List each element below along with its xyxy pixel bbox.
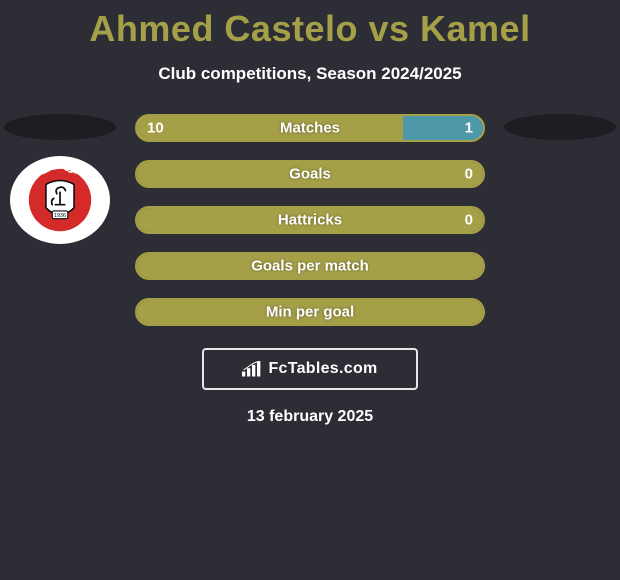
player-right-side — [500, 114, 620, 140]
stat-value-right: 0 — [465, 166, 473, 183]
club-crest-icon: 1936غزل المحلةغزل المحلة — [21, 161, 99, 239]
player-left-side: 1936غزل المحلةغزل المحلة — [0, 114, 120, 244]
bars-icon — [242, 361, 262, 377]
stat-label: Hattricks — [278, 212, 342, 229]
avatar-shadow-right — [504, 114, 616, 140]
stat-label: Goals per match — [251, 258, 369, 275]
stat-bar: Goals per match — [135, 252, 485, 280]
stat-bar: Goals 0 — [135, 160, 485, 188]
stat-value-left: 10 — [147, 120, 164, 137]
avatar-shadow-left — [4, 114, 116, 140]
club-badge-left: 1936غزل المحلةغزل المحلة — [10, 156, 110, 244]
stat-seg-left — [137, 116, 403, 140]
stat-value-right: 1 — [465, 120, 473, 137]
stat-label: Goals — [289, 166, 331, 183]
stat-bars: Matches 10 1 Goals 0 Hattricks 0 Goals per matc… — [135, 114, 485, 326]
comparison-area: 1936غزل المحلةغزل المحلة Matches 10 1 Goals… — [0, 114, 620, 326]
stat-bar: Min per goal — [135, 298, 485, 326]
subtitle: Club competitions, Season 2024/2025 — [0, 64, 620, 84]
page-title: Ahmed Castelo vs Kamel — [0, 0, 620, 50]
stat-value-right: 0 — [465, 212, 473, 229]
svg-text:1936: 1936 — [54, 213, 66, 219]
stat-bar: Matches 10 1 — [135, 114, 485, 142]
date-text: 13 february 2025 — [0, 408, 620, 426]
stat-label: Matches — [280, 120, 340, 137]
stat-bar: Hattricks 0 — [135, 206, 485, 234]
attribution-text: FcTables.com — [268, 360, 377, 378]
attribution-box: FcTables.com — [202, 348, 418, 390]
stat-label: Min per goal — [266, 304, 354, 321]
